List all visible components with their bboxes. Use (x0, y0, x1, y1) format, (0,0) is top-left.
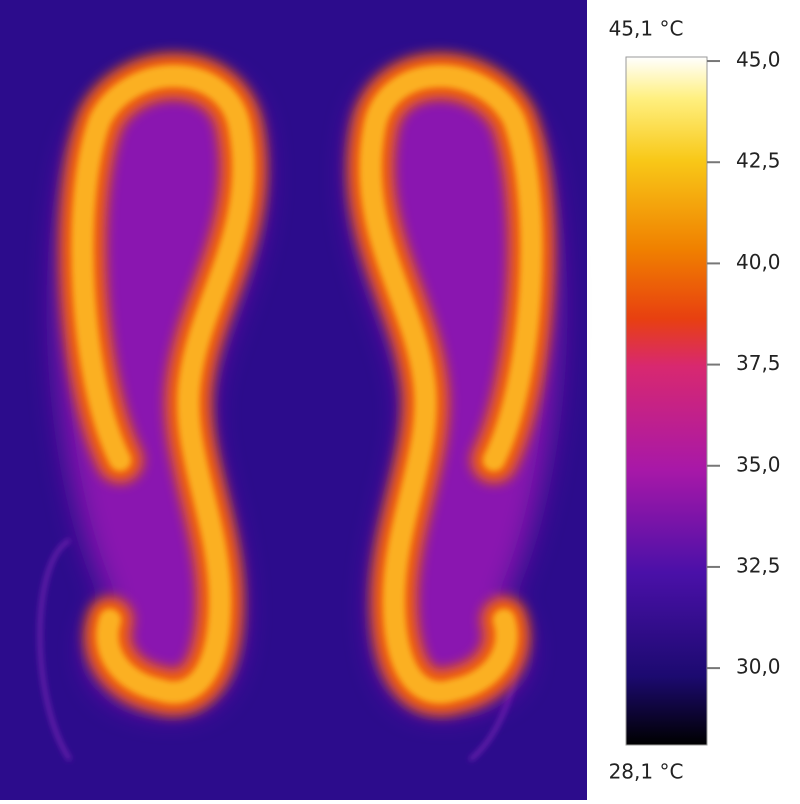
tick-label: 42,5 (736, 149, 781, 173)
colorbar (625, 56, 708, 746)
tick-label: 32,5 (736, 553, 781, 577)
min-label: 28,1 °C (609, 760, 684, 784)
colorbar-ticks: 45,0 42,5 40,0 37,5 35,0 32,5 30,0 (707, 48, 781, 679)
tick-label: 45,0 (736, 48, 781, 72)
tick-label: 40,0 (736, 250, 781, 274)
tick-label: 35,0 (736, 452, 781, 476)
tick-label: 37,5 (736, 351, 781, 375)
max-label: 45,1 °C (609, 17, 684, 41)
tick-label: 30,0 (736, 655, 781, 679)
